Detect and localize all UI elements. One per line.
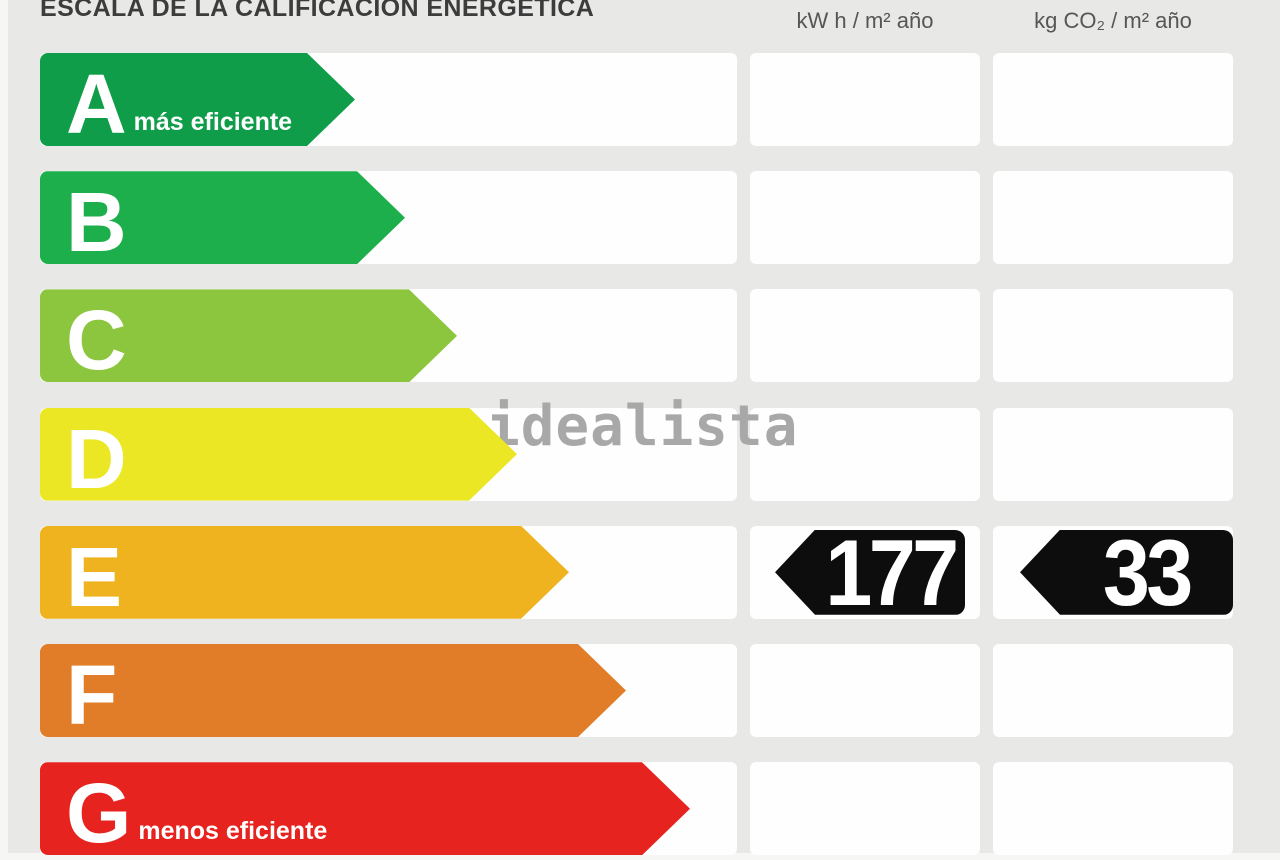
consumption-cell xyxy=(750,762,980,856)
rating-arrow-g: G menos eficiente xyxy=(40,762,690,855)
rating-letter: D xyxy=(66,411,127,506)
emissions-cell xyxy=(993,171,1233,265)
rating-letter: B xyxy=(66,175,127,270)
rating-letter: F xyxy=(66,648,118,742)
rating-letter: A xyxy=(66,57,127,151)
consumption-cell xyxy=(750,644,980,737)
emissions-column-header: kg CO₂ / m² año xyxy=(1034,8,1192,33)
rating-arrow-b: B xyxy=(40,171,405,264)
emissions-cell xyxy=(993,53,1233,146)
rating-row-c: C xyxy=(0,289,1280,383)
consumption-cell xyxy=(750,289,980,383)
consumption-cell xyxy=(750,53,980,146)
emissions-cell xyxy=(993,644,1233,737)
rating-row-g: G menos eficiente xyxy=(0,762,1280,856)
rating-arrow-f: F xyxy=(40,644,626,737)
rating-arrow-a: A más eficiente xyxy=(40,53,355,146)
rating-letter: G xyxy=(66,766,132,860)
emissions-cell xyxy=(993,762,1233,856)
rating-row-e: E 177 33 xyxy=(0,519,1280,625)
rating-arrow-e: E xyxy=(40,526,569,619)
emissions-cell xyxy=(993,407,1233,501)
rating-row-f: F xyxy=(0,644,1280,737)
efficiency-label: más eficiente xyxy=(133,108,293,136)
rating-letter: E xyxy=(66,529,123,624)
emissions-cell xyxy=(993,289,1233,383)
rating-row-d: D xyxy=(0,407,1280,501)
page-title: ESCALA DE LA CALIFICACIÓN ENERGÉTICA xyxy=(40,0,595,22)
consumption-column-header: kW h / m² año xyxy=(796,8,934,33)
rating-arrow-c: C xyxy=(40,289,457,382)
efficiency-label: menos eficiente xyxy=(138,817,328,846)
idealista-watermark: idealista xyxy=(486,394,799,459)
rating-row-b: B xyxy=(0,171,1280,265)
rating-letter: C xyxy=(66,293,127,388)
consumption-value: 177 xyxy=(824,519,959,625)
rating-arrow-d: D xyxy=(40,408,517,501)
rating-row-a: A más eficiente xyxy=(0,53,1280,146)
emissions-value-arrow: 33 xyxy=(1020,519,1233,625)
consumption-cell xyxy=(750,407,980,501)
consumption-value-arrow: 177 xyxy=(775,519,965,625)
emissions-value: 33 xyxy=(1103,519,1193,625)
consumption-cell xyxy=(750,171,980,265)
